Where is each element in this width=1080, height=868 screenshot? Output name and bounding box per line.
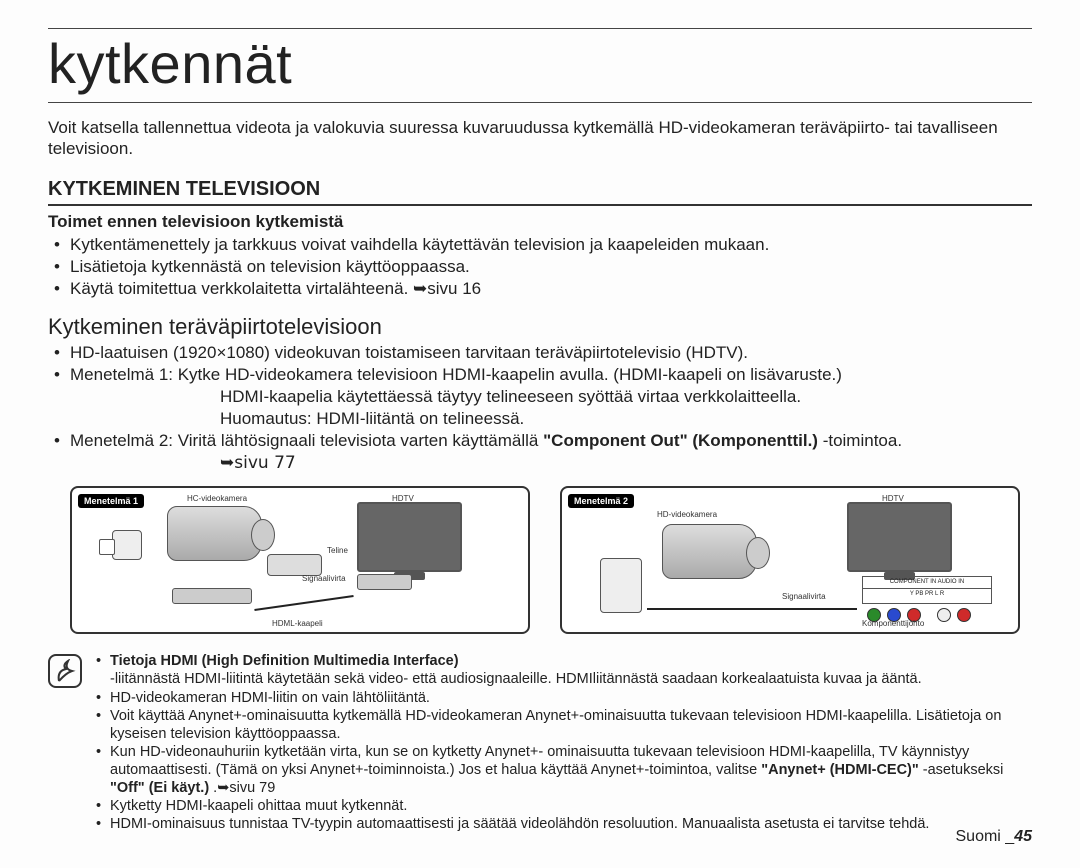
intro-text: Voit katsella tallennettua videota ja va… [48,117,1032,160]
diagram-method-2: Menetelmä 2 HD-videokamera HDTV COMPONEN… [560,486,1020,634]
label-camera: HC-videokamera [187,494,247,503]
list-item: Kytketty HDMI-kaapeli ohittaa muut kytke… [92,797,1032,815]
camera-icon [662,524,757,579]
list-item: HD-laatuisen (1920×1080) videokuvan tois… [48,342,1032,364]
list-item: HDMI-ominaisuus tunnistaa TV-tyypin auto… [92,815,1032,833]
camera-icon [167,506,262,561]
footer-lang: Suomi _ [956,828,1015,845]
page-title: kytkennät [48,28,1032,103]
hdtv-subheading: Kytkeminen teräväpiirtotelevisioon [48,314,1032,340]
label-signal: Signaalivirta [782,592,826,601]
power-adapter-icon [112,530,142,560]
list-item: Voit käyttää Anynet+-ominaisuutta kytkem… [92,707,1032,743]
hdtv-list: HD-laatuisen (1920×1080) videokuvan tois… [48,342,1032,475]
list-item: Lisätietoja kytkennästä on television kä… [48,256,1032,278]
cable-icon [254,595,353,611]
method-badge: Menetelmä 1 [78,494,144,508]
tv-icon [357,502,462,572]
pre-connect-list: Kytkentämenettely ja tarkkuus voivat vai… [48,234,1032,300]
jack-white [937,608,951,622]
note-icon [48,654,82,688]
label-signal: Signaalivirta [302,574,346,583]
section-heading: KYTKEMINEN TELEVISIOON [48,178,1032,206]
pre-connect-heading: Toimet ennen televisioon kytkemistä [48,212,1032,232]
hdmi-connector-icon [172,588,252,604]
info-block: Tietoja HDMI (High Definition Multimedia… [48,652,1032,833]
diagram-method-1: Menetelmä 1 HC-videokamera HDTV Teline S… [70,486,530,634]
info-list: Tietoja HDMI (High Definition Multimedia… [92,652,1032,833]
page-number: 45 [1014,828,1032,845]
list-item: Käytä toimitettua verkkolaitetta virtalä… [48,278,1032,300]
cable-icon [647,608,857,610]
camera-port-panel [600,558,642,613]
list-item: HD-videokameran HDMI-liitin on vain läht… [92,689,1032,707]
list-item: Menetelmä 1: Kytke HD-videokamera televi… [48,364,1032,430]
diagram-row: Menetelmä 1 HC-videokamera HDTV Teline S… [70,486,1032,634]
hdmi-port-icon [357,574,412,590]
list-item: Kytkentämenettely ja tarkkuus voivat vai… [48,234,1032,256]
label-cable: HDML-kaapeli [272,619,323,628]
label-cradle: Teline [327,546,348,555]
tv-icon [847,502,952,572]
label-camera: HD-videokamera [657,510,717,519]
jack-red [957,608,971,622]
list-item: Kun HD-videonauhuriin kytketään virta, k… [92,743,1032,797]
cradle-icon [267,554,322,576]
list-item: Tietoja HDMI (High Definition Multimedia… [92,652,1032,688]
label-cable: Komponenttijohto [862,619,924,628]
component-panel: COMPONENT IN AUDIO IN Y PB PR L R [862,576,992,604]
list-item: Menetelmä 2: Viritä lähtösignaali televi… [48,430,1032,474]
method-badge: Menetelmä 2 [568,494,634,508]
page-footer: Suomi _45 [956,828,1033,846]
